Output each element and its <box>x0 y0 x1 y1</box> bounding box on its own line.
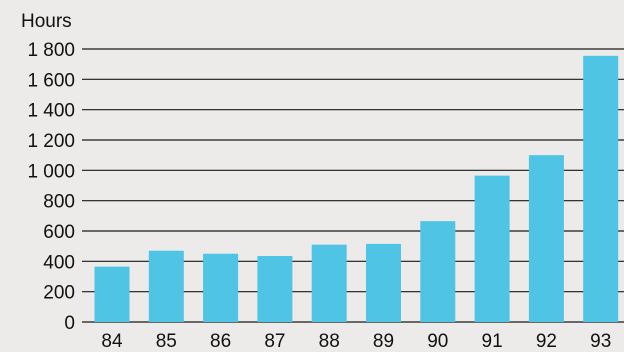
y-tick-label: 1 400 <box>27 101 75 122</box>
bar <box>474 175 510 322</box>
x-tick-label: 90 <box>427 331 448 352</box>
bar <box>528 155 564 322</box>
x-tick-label: 89 <box>373 331 394 352</box>
bar <box>203 253 239 322</box>
bar <box>148 250 184 322</box>
y-tick-label: 600 <box>43 222 75 243</box>
y-tick-label: 1 800 <box>27 40 75 61</box>
x-tick-label: 86 <box>210 331 231 352</box>
bar <box>311 244 347 322</box>
bar <box>257 256 293 322</box>
x-tick-label: 84 <box>101 331 123 352</box>
x-tick-labels: 84 85 86 87 88 89 90 91 92 93 <box>101 331 611 352</box>
x-tick-label: 93 <box>590 331 611 352</box>
y-tick-label: 1 000 <box>27 161 75 182</box>
bar <box>583 55 619 322</box>
x-tick-label: 87 <box>264 331 285 352</box>
x-tick-label: 91 <box>482 331 503 352</box>
y-tick-label: 400 <box>43 252 75 273</box>
bar <box>94 266 130 322</box>
bars <box>94 55 619 322</box>
y-tick-label: 200 <box>43 283 75 304</box>
y-tick-labels: 0 200 400 600 800 1 000 1 200 1 400 1 600 1 800 <box>27 40 75 334</box>
x-tick-label: 92 <box>536 331 557 352</box>
y-tick-label: 1 200 <box>27 131 75 152</box>
y-tick-label: 800 <box>43 192 75 213</box>
y-axis-title: Hours <box>21 11 72 32</box>
y-tick-label: 0 <box>64 313 75 334</box>
y-tick-label: 1 600 <box>27 70 75 91</box>
bar <box>420 221 456 322</box>
x-tick-label: 85 <box>156 331 177 352</box>
x-tick-label: 88 <box>319 331 340 352</box>
bar <box>366 243 401 322</box>
